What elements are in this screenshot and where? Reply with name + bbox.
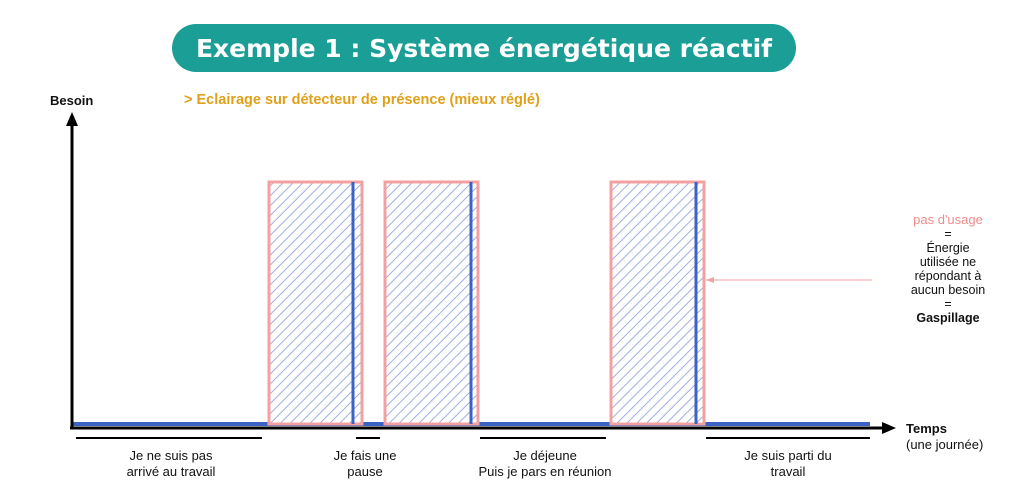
annotation-line-4: aucun besoin — [910, 283, 986, 297]
light-block-1 — [267, 180, 364, 426]
light-block-2 — [383, 180, 480, 426]
period-4-line-1: Je suis parti du — [744, 448, 832, 463]
period-2-line-2: pause — [347, 464, 383, 479]
period-label-3: Je déjeune Puis je pars en réunion — [460, 448, 630, 480]
y-axis-label: Besoin — [50, 93, 94, 108]
title-banner: Exemple 1 : Système énergétique réactif — [172, 24, 796, 72]
x-axis-label: Temps — [906, 421, 947, 436]
period-4-line-2: travail — [770, 464, 806, 479]
period-label-4: Je suis parti du travail — [708, 448, 868, 480]
period-1-line-1: Je ne suis pas — [129, 448, 213, 463]
period-3-line-2: Puis je pars en réunion — [478, 464, 612, 479]
annotation-heading: pas d'usage — [913, 212, 983, 227]
page-title: Exemple 1 : Système énergétique réactif — [195, 33, 773, 63]
subtitle: > Eclairage sur détecteur de présence (m… — [184, 92, 540, 108]
annotation-line-2: utilisée ne — [919, 255, 977, 269]
period-label-1: Je ne suis pas arrivé au travail — [86, 448, 256, 480]
light-block-3 — [609, 180, 706, 426]
annotation-pointer-arrow — [706, 277, 714, 283]
annotation-result: Gaspillage — [916, 311, 980, 325]
period-3-line-1: Je déjeune — [513, 448, 577, 463]
annotation-equals-1: = — [944, 227, 952, 241]
annotation-line-3: répondant à — [914, 269, 982, 283]
y-axis-arrow — [66, 112, 78, 126]
annotation-line-1: Énergie — [926, 241, 970, 255]
x-axis-sublabel: (une journée) — [906, 437, 984, 452]
period-2-line-1: Je fais une — [333, 448, 397, 463]
x-axis-arrow — [882, 422, 896, 434]
period-label-2: Je fais une pause — [310, 448, 420, 480]
waste-annotation: pas d'usage = Énergie utilisée ne répond… — [888, 212, 1008, 326]
period-1-line-2: arrivé au travail — [126, 464, 216, 479]
annotation-equals-2: = — [944, 297, 952, 311]
x-axis-label-group: Temps (une journée) — [906, 421, 983, 453]
